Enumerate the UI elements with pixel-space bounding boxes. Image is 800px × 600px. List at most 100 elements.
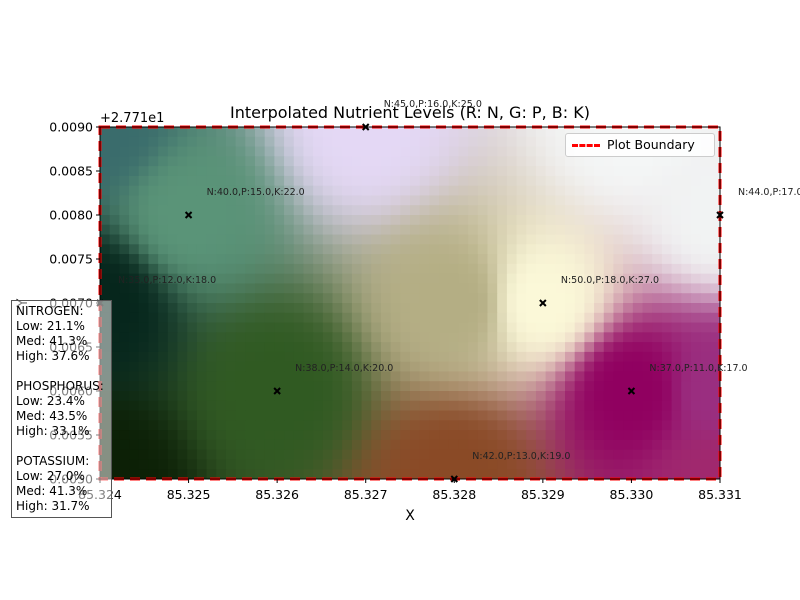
heatmap-cell bbox=[264, 156, 275, 167]
heatmap-cell bbox=[545, 136, 556, 148]
heatmap-cell bbox=[148, 430, 159, 441]
heatmap-cell bbox=[700, 263, 711, 275]
heatmap-cell bbox=[661, 263, 673, 275]
heatmap-cell bbox=[584, 224, 595, 236]
heatmap-cell bbox=[177, 312, 188, 324]
heatmap-cell bbox=[681, 273, 692, 285]
heatmap-cell bbox=[361, 185, 372, 197]
heatmap-cell bbox=[661, 215, 673, 226]
heatmap-cell bbox=[274, 449, 285, 461]
heatmap-cell bbox=[632, 342, 644, 353]
heatmap-cell bbox=[487, 351, 498, 363]
heatmap-cell bbox=[506, 234, 518, 245]
heatmap-cell bbox=[652, 469, 663, 479]
heatmap-cell bbox=[642, 420, 653, 431]
point-labels: N:45.0,P:16.0,K:25.0N:40.0,P:15.0,K:22.0… bbox=[118, 99, 800, 462]
heatmap-cell bbox=[400, 342, 411, 353]
heatmap-cell bbox=[313, 127, 324, 138]
heatmap-cell bbox=[410, 175, 421, 187]
heatmap-cell bbox=[506, 283, 518, 294]
heatmap-cell bbox=[245, 371, 256, 382]
heatmap-cell bbox=[284, 293, 295, 304]
heatmap-cell bbox=[477, 273, 489, 285]
heatmap-cell bbox=[594, 400, 605, 412]
heatmap-cell bbox=[235, 312, 246, 324]
heatmap-cell bbox=[652, 410, 663, 421]
heatmap-cell bbox=[293, 322, 305, 333]
heatmap-cell bbox=[322, 185, 334, 197]
heatmap-cell bbox=[313, 322, 324, 333]
heatmap-cell bbox=[274, 420, 285, 431]
heatmap-cell bbox=[584, 361, 595, 373]
heatmap-cell bbox=[439, 254, 450, 265]
heatmap-cell bbox=[710, 244, 720, 255]
heatmap-cell bbox=[332, 215, 343, 226]
heatmap-cell bbox=[264, 244, 275, 255]
heatmap-cell bbox=[225, 351, 237, 363]
heatmap-cell bbox=[652, 293, 663, 304]
heatmap-cell bbox=[603, 420, 615, 431]
heatmap-cell bbox=[468, 351, 479, 363]
heatmap-cell bbox=[535, 391, 547, 402]
heatmap-cell bbox=[284, 234, 295, 245]
heatmap-cell bbox=[380, 293, 392, 304]
heatmap-cell bbox=[177, 195, 188, 206]
heatmap-cell bbox=[545, 361, 556, 373]
heatmap-cell bbox=[313, 156, 324, 167]
heatmap-cell bbox=[264, 175, 275, 187]
heatmap-cell bbox=[526, 293, 537, 304]
heatmap-cell bbox=[332, 175, 343, 187]
heatmap-cell bbox=[410, 469, 421, 479]
heatmap-cell bbox=[303, 459, 314, 470]
heatmap-cell bbox=[177, 410, 188, 421]
heatmap-cell bbox=[371, 215, 382, 226]
heatmap-cell bbox=[526, 361, 537, 373]
heatmap-cell bbox=[535, 234, 547, 245]
heatmap-cell bbox=[332, 351, 343, 363]
heatmap-cell bbox=[245, 332, 256, 343]
heatmap-cell bbox=[322, 273, 334, 285]
heatmap-cell bbox=[545, 263, 556, 275]
heatmap-cell bbox=[458, 430, 469, 441]
heatmap-cell bbox=[119, 459, 130, 470]
heatmap-cell bbox=[380, 439, 392, 451]
heatmap-cell bbox=[429, 156, 440, 167]
heatmap-cell bbox=[380, 342, 392, 353]
heatmap-cell bbox=[148, 351, 159, 363]
heatmap-cell bbox=[690, 224, 702, 236]
heatmap-cell bbox=[371, 263, 382, 275]
heatmap-cell bbox=[274, 263, 285, 275]
point-label: N:38.0,P:14.0,K:20.0 bbox=[295, 363, 393, 374]
heatmap-cell bbox=[710, 254, 720, 265]
heatmap-cell bbox=[322, 371, 334, 382]
heatmap-cell bbox=[487, 391, 498, 402]
heatmap-cell bbox=[109, 332, 120, 343]
heatmap-cell bbox=[380, 166, 392, 177]
heatmap-cell bbox=[313, 273, 324, 285]
heatmap-cell bbox=[177, 244, 188, 255]
heatmap-cell bbox=[303, 410, 314, 421]
heatmap-cell bbox=[497, 391, 508, 402]
heatmap-cell bbox=[516, 215, 527, 226]
heatmap-cell bbox=[439, 156, 450, 167]
heatmap-cell bbox=[671, 420, 682, 431]
heatmap-cell bbox=[700, 342, 711, 353]
heatmap-cell bbox=[419, 283, 430, 294]
heatmap-cell bbox=[429, 283, 440, 294]
heatmap-cell bbox=[274, 175, 285, 187]
heatmap-cell bbox=[119, 342, 130, 353]
heatmap-cell bbox=[351, 361, 363, 373]
heatmap-cell bbox=[690, 459, 702, 470]
heatmap-cell bbox=[206, 234, 217, 245]
heatmap-cell bbox=[167, 244, 179, 255]
heatmap-cell bbox=[613, 224, 624, 236]
heatmap-cell bbox=[138, 156, 150, 167]
heatmap-cell bbox=[574, 205, 585, 216]
heatmap-cell bbox=[448, 439, 460, 451]
heatmap-cell bbox=[458, 400, 469, 412]
heatmap-cell bbox=[390, 254, 401, 265]
heatmap-cell bbox=[400, 205, 411, 216]
heatmap-cell bbox=[613, 449, 624, 461]
heatmap-cell bbox=[565, 332, 576, 343]
heatmap-cell bbox=[545, 332, 556, 343]
